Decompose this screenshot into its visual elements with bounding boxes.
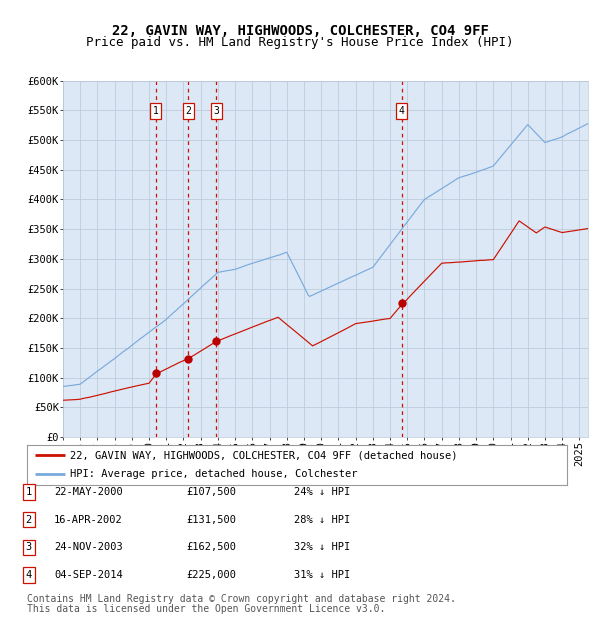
- Text: £225,000: £225,000: [186, 570, 236, 580]
- Text: 24% ↓ HPI: 24% ↓ HPI: [294, 487, 350, 497]
- Text: 4: 4: [26, 570, 32, 580]
- Text: 4: 4: [398, 106, 404, 116]
- Text: 31% ↓ HPI: 31% ↓ HPI: [294, 570, 350, 580]
- Text: 3: 3: [26, 542, 32, 552]
- Text: 22, GAVIN WAY, HIGHWOODS, COLCHESTER, CO4 9FF (detached house): 22, GAVIN WAY, HIGHWOODS, COLCHESTER, CO…: [70, 450, 458, 461]
- Text: 3: 3: [213, 106, 219, 116]
- Text: HPI: Average price, detached house, Colchester: HPI: Average price, detached house, Colc…: [70, 469, 358, 479]
- Text: 2: 2: [185, 106, 191, 116]
- Text: Contains HM Land Registry data © Crown copyright and database right 2024.: Contains HM Land Registry data © Crown c…: [27, 594, 456, 604]
- Text: 1: 1: [26, 487, 32, 497]
- Text: £131,500: £131,500: [186, 515, 236, 525]
- Text: Price paid vs. HM Land Registry's House Price Index (HPI): Price paid vs. HM Land Registry's House …: [86, 36, 514, 49]
- Text: 28% ↓ HPI: 28% ↓ HPI: [294, 515, 350, 525]
- Text: 24-NOV-2003: 24-NOV-2003: [54, 542, 123, 552]
- Text: This data is licensed under the Open Government Licence v3.0.: This data is licensed under the Open Gov…: [27, 604, 385, 614]
- Text: £162,500: £162,500: [186, 542, 236, 552]
- Text: 16-APR-2002: 16-APR-2002: [54, 515, 123, 525]
- Text: 04-SEP-2014: 04-SEP-2014: [54, 570, 123, 580]
- Text: 1: 1: [153, 106, 159, 116]
- Text: £107,500: £107,500: [186, 487, 236, 497]
- Text: 22, GAVIN WAY, HIGHWOODS, COLCHESTER, CO4 9FF: 22, GAVIN WAY, HIGHWOODS, COLCHESTER, CO…: [112, 24, 488, 38]
- Text: 22-MAY-2000: 22-MAY-2000: [54, 487, 123, 497]
- Text: 2: 2: [26, 515, 32, 525]
- Text: 32% ↓ HPI: 32% ↓ HPI: [294, 542, 350, 552]
